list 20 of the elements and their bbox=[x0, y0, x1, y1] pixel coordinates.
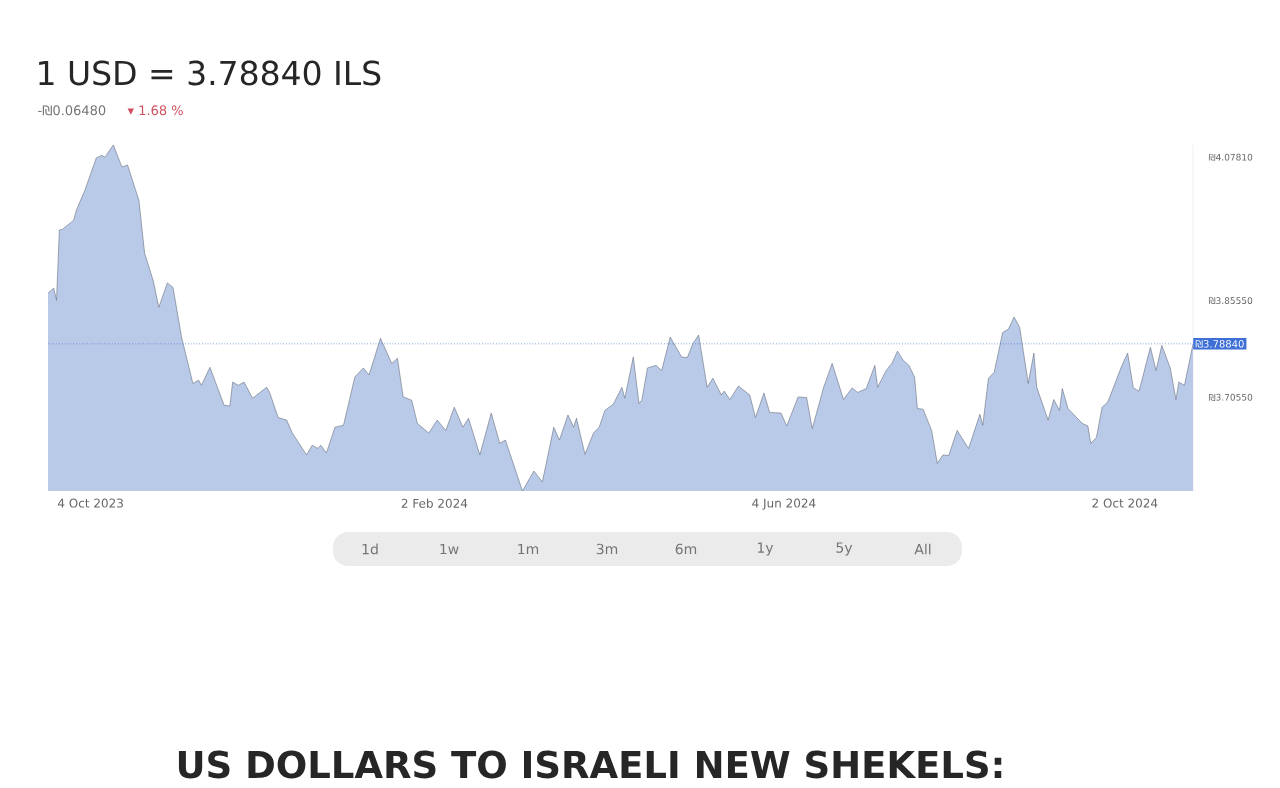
text: 5y bbox=[836, 542, 853, 556]
ref-line-label: ₪3.78840 bbox=[1195, 340, 1244, 348]
y-tick-label: ₪3.70550 bbox=[1208, 393, 1253, 401]
y-tick-label: ₪3.85550 bbox=[1208, 297, 1253, 304]
x-tick-label: 4 Jun 2024 bbox=[752, 498, 816, 510]
text: All bbox=[914, 543, 931, 555]
text: 1m bbox=[518, 543, 539, 555]
text: 3m bbox=[596, 543, 618, 555]
chart-title: 1 USD = 3.78840 ILS bbox=[39, 60, 381, 86]
y-tick-label: ₪4.07810 bbox=[1208, 153, 1253, 161]
x-tick-label: 2 Oct 2024 bbox=[1092, 498, 1158, 508]
text: US DOLLARS TO ISRAELI NEW SHEKELS: bbox=[178, 750, 1002, 779]
text: ▾ 1.68 % bbox=[127, 105, 183, 116]
text: 1w bbox=[440, 543, 459, 555]
text: 1y bbox=[757, 542, 774, 556]
text: 6m bbox=[675, 543, 697, 555]
chart-subtitle: -₪0.06480 bbox=[38, 105, 106, 116]
text: 1d bbox=[362, 543, 378, 555]
x-tick-label: 4 Oct 2023 bbox=[57, 498, 123, 508]
x-tick-label: 2 Feb 2024 bbox=[401, 498, 468, 508]
